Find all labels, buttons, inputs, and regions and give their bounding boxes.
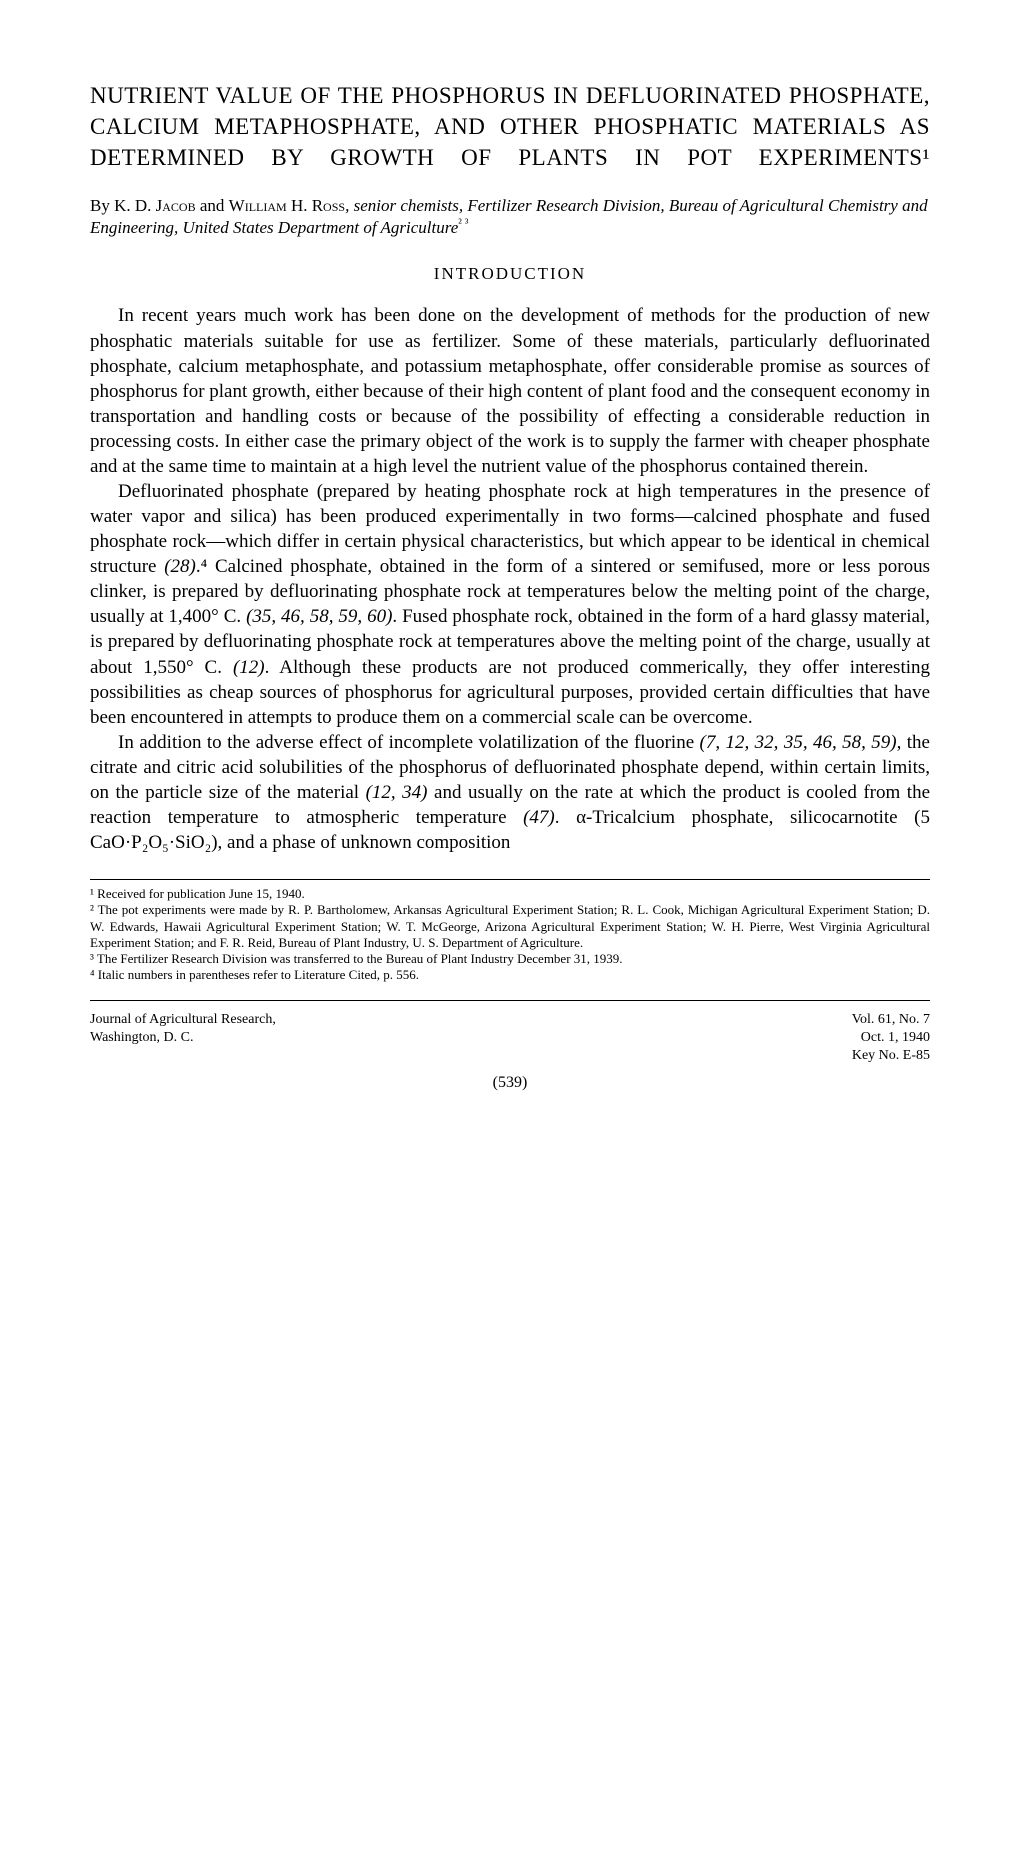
authors-prefix: By — [90, 196, 114, 215]
footer-rule — [90, 1000, 930, 1001]
footnote-2: ² The pot experiments were made by R. P.… — [90, 902, 930, 951]
citation-ref: (12, 34) — [366, 782, 428, 803]
volume-issue: Vol. 61, No. 7 — [852, 1011, 930, 1029]
paragraph-3: In addition to the adverse effect of inc… — [90, 730, 930, 855]
footer-left: Journal of Agricultural Research, Washin… — [90, 1011, 276, 1066]
page-footer: Journal of Agricultural Research, Washin… — [90, 1011, 930, 1066]
journal-name: Journal of Agricultural Research, — [90, 1011, 276, 1029]
footnote-4: ⁴ Italic numbers in parentheses refer to… — [90, 967, 930, 983]
section-heading-introduction: INTRODUCTION — [90, 263, 930, 285]
footnote-3: ³ The Fertilizer Research Division was t… — [90, 951, 930, 967]
citation-ref: (47) — [523, 807, 555, 828]
key-number: Key No. E-85 — [852, 1047, 930, 1065]
author-name-2: William H. Ross — [229, 196, 345, 215]
authors-block: By K. D. Jacob and William H. Ross, seni… — [90, 195, 930, 239]
publication-date: Oct. 1, 1940 — [852, 1029, 930, 1047]
authors-and: and — [196, 196, 229, 215]
footnotes: ¹ Received for publication June 15, 1940… — [90, 879, 930, 984]
authors-footnote-sup: ² ³ — [458, 216, 468, 230]
footer-right: Vol. 61, No. 7 Oct. 1, 1940 Key No. E-85 — [852, 1011, 930, 1066]
article-title: NUTRIENT VALUE OF THE PHOSPHORUS IN DEFL… — [90, 80, 930, 173]
footnote-1: ¹ Received for publication June 15, 1940… — [90, 886, 930, 902]
citation-ref: (35, 46, 58, 59, 60) — [246, 606, 392, 627]
citation-ref: (28) — [164, 556, 196, 577]
page-number: (539) — [90, 1073, 930, 1094]
paragraph-1: In recent years much work has been done … — [90, 303, 930, 479]
citation-ref: (7, 12, 32, 35, 46, 58, 59) — [700, 732, 897, 753]
paragraph-2: Defluorinated phosphate (prepared by hea… — [90, 479, 930, 730]
journal-location: Washington, D. C. — [90, 1029, 276, 1047]
citation-ref: (12) — [233, 657, 265, 678]
body-text: In recent years much work has been done … — [90, 303, 930, 855]
author-name-1: K. D. Jacob — [114, 196, 196, 215]
